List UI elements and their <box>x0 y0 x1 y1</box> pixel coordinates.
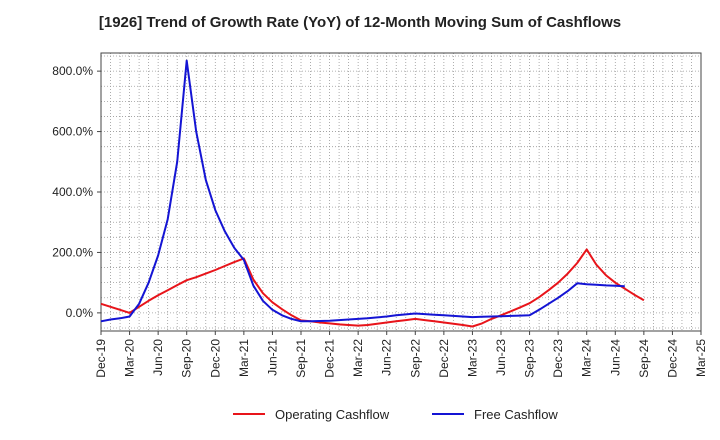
x-tick-label: Sep-23 <box>523 339 537 378</box>
x-tick-label: Sep-22 <box>408 339 422 378</box>
x-tick-label: Dec-22 <box>437 339 451 378</box>
legend-label-operating-cashflow: Operating Cashflow <box>275 407 390 422</box>
x-tick-label: Dec-19 <box>94 339 108 378</box>
x-tick-label: Dec-21 <box>323 339 337 378</box>
x-tick-label: Dec-23 <box>551 339 565 378</box>
y-tick-label: 0.0% <box>66 306 94 320</box>
x-tick-label: Jun-20 <box>151 339 165 376</box>
x-tick-label: Dec-20 <box>208 339 222 378</box>
x-tick-label: Jun-21 <box>265 339 279 376</box>
legend-label-free-cashflow: Free Cashflow <box>474 407 558 422</box>
x-tick-label: Sep-20 <box>180 339 194 378</box>
y-tick-label: 800.0% <box>52 64 93 78</box>
x-tick-label: Jun-23 <box>494 339 508 376</box>
x-tick-label: Mar-24 <box>580 339 594 377</box>
x-tick-label: Mar-25 <box>694 339 708 377</box>
y-tick-label: 600.0% <box>52 125 93 139</box>
x-tick-label: Sep-24 <box>637 339 651 378</box>
series-line-free-cashflow <box>100 59 625 323</box>
series-line-operating-cashflow <box>100 248 645 328</box>
x-tick-label: Sep-21 <box>294 339 308 378</box>
y-tick-label: 400.0% <box>52 185 93 199</box>
x-tick-label: Mar-20 <box>123 339 137 377</box>
chart-title: [1926] Trend of Growth Rate (YoY) of 12-… <box>98 14 622 31</box>
x-tick-label: Jun-22 <box>380 339 394 376</box>
y-tick-label: 200.0% <box>52 245 93 259</box>
x-tick-label: Mar-23 <box>465 339 479 377</box>
x-tick-label: Mar-22 <box>351 339 365 377</box>
x-tick-label: Mar-21 <box>237 339 251 377</box>
x-tick-label: Dec-24 <box>665 339 679 378</box>
x-tick-label: Jun-24 <box>608 339 622 376</box>
